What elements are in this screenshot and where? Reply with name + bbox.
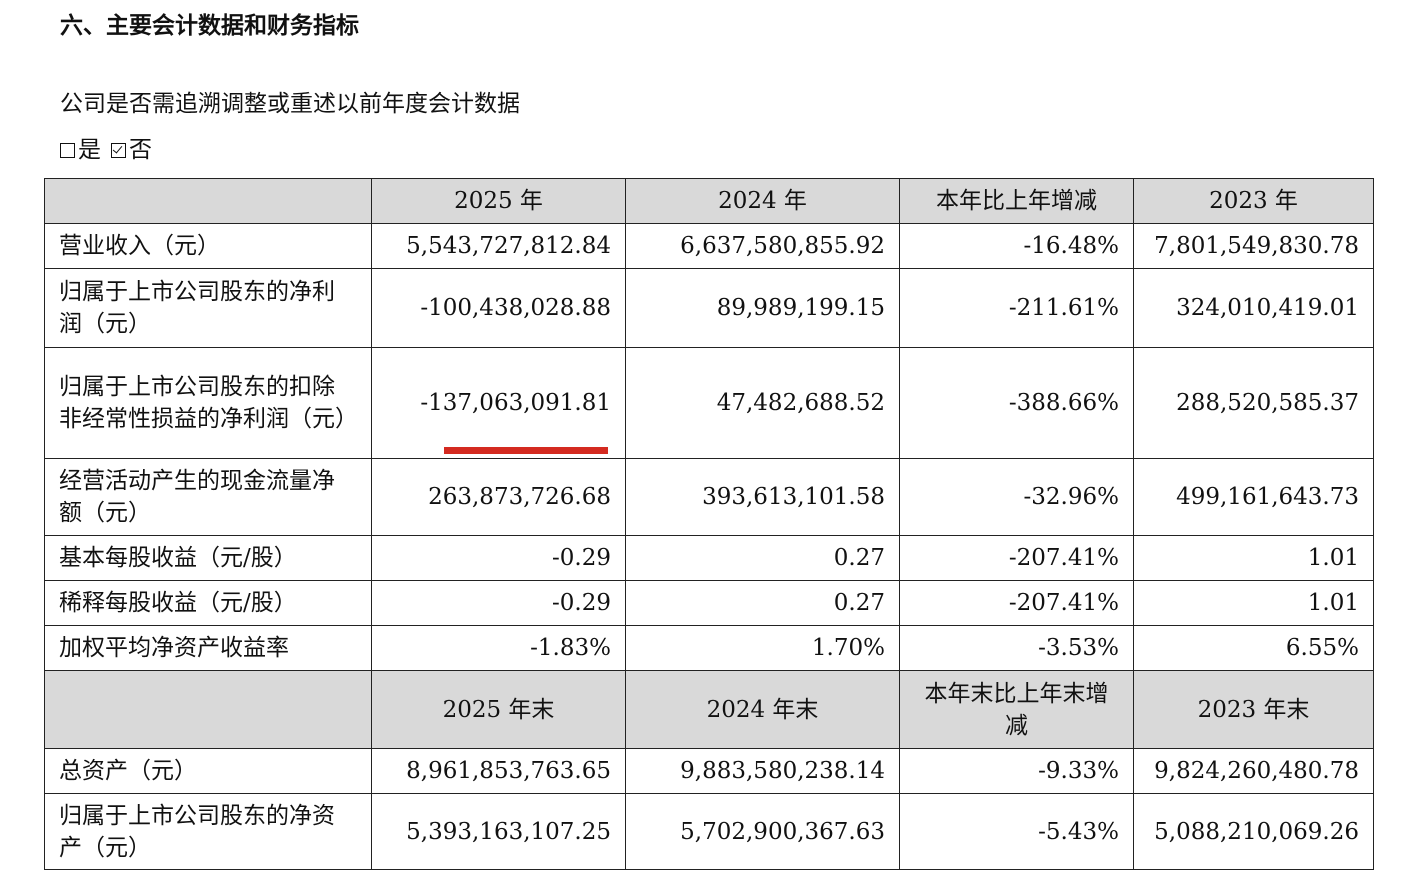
- header-cell: 2023 年末: [1133, 670, 1374, 749]
- table-row: 归属于上市公司股东的扣除非经常性损益的净利润（元） -137,063,091.8…: [44, 347, 1374, 459]
- value-cell: 9,883,580,238.14: [625, 748, 900, 794]
- value-cell: -207.41%: [899, 535, 1134, 581]
- value-cell: 5,088,210,069.26: [1133, 793, 1374, 870]
- row-label: 加权平均净资产收益率: [44, 625, 372, 671]
- table-row: 经营活动产生的现金流量净额（元） 263,873,726.68 393,613,…: [44, 458, 1374, 536]
- option-yes-label: 是: [78, 137, 101, 163]
- value-cell: -32.96%: [899, 458, 1134, 536]
- financial-data-table: 2025 年 2024 年 本年比上年增减 2023 年 营业收入（元） 5,5…: [44, 178, 1374, 870]
- table-row: 稀释每股收益（元/股） -0.29 0.27 -207.41% 1.01: [44, 580, 1374, 626]
- table-header-row: 2025 年末 2024 年末 本年末比上年末增减 2023 年末: [44, 670, 1374, 749]
- value-cell: -207.41%: [899, 580, 1134, 626]
- value-cell: -3.53%: [899, 625, 1134, 671]
- value-cell: -137,063,091.81: [371, 347, 626, 459]
- value-cell: -100,438,028.88: [371, 268, 626, 348]
- value-cell: 7,801,549,830.78: [1133, 223, 1374, 269]
- row-label: 总资产（元）: [44, 748, 372, 794]
- value-cell: 263,873,726.68: [371, 458, 626, 536]
- value-cell: -211.61%: [899, 268, 1134, 348]
- header-cell: 2024 年: [625, 178, 900, 224]
- header-cell: [44, 178, 372, 224]
- value-cell: 499,161,643.73: [1133, 458, 1374, 536]
- option-no-label: 否: [129, 137, 152, 163]
- table-row: 归属于上市公司股东的净利润（元） -100,438,028.88 89,989,…: [44, 268, 1374, 348]
- value-cell: 0.27: [625, 535, 900, 581]
- table-row: 归属于上市公司股东的净资产（元） 5,393,163,107.25 5,702,…: [44, 793, 1374, 870]
- header-cell: 2024 年末: [625, 670, 900, 749]
- value-cell: -16.48%: [899, 223, 1134, 269]
- table-row: 营业收入（元） 5,543,727,812.84 6,637,580,855.9…: [44, 223, 1374, 269]
- value-cell: 5,702,900,367.63: [625, 793, 900, 870]
- value-cell: 393,613,101.58: [625, 458, 900, 536]
- value-cell: 1.01: [1133, 580, 1374, 626]
- value-cell: -5.43%: [899, 793, 1134, 870]
- checkbox-checked-icon: [111, 143, 126, 158]
- table-row: 加权平均净资产收益率 -1.83% 1.70% -3.53% 6.55%: [44, 625, 1374, 671]
- value-cell: -388.66%: [899, 347, 1134, 459]
- row-label: 归属于上市公司股东的净利润（元）: [44, 268, 372, 348]
- table-row: 总资产（元） 8,961,853,763.65 9,883,580,238.14…: [44, 748, 1374, 794]
- value-cell: 1.01: [1133, 535, 1374, 581]
- row-label: 经营活动产生的现金流量净额（元）: [44, 458, 372, 536]
- header-cell: 2025 年末: [371, 670, 626, 749]
- value-cell: -9.33%: [899, 748, 1134, 794]
- row-label: 营业收入（元）: [44, 223, 372, 269]
- row-label: 归属于上市公司股东的净资产（元）: [44, 793, 372, 870]
- table-row: 基本每股收益（元/股） -0.29 0.27 -207.41% 1.01: [44, 535, 1374, 581]
- header-cell: 2025 年: [371, 178, 626, 224]
- value-cell: -1.83%: [371, 625, 626, 671]
- checkbox-unchecked-icon: [60, 143, 75, 158]
- value-cell: 5,543,727,812.84: [371, 223, 626, 269]
- value-cell: 6.55%: [1133, 625, 1374, 671]
- value-cell: 6,637,580,855.92: [625, 223, 900, 269]
- value-cell: 1.70%: [625, 625, 900, 671]
- row-label: 基本每股收益（元/股）: [44, 535, 372, 581]
- value-cell: 89,989,199.15: [625, 268, 900, 348]
- restatement-options: 是否: [60, 134, 162, 166]
- header-cell: [44, 670, 372, 749]
- restatement-question: 公司是否需追溯调整或重述以前年度会计数据: [60, 91, 520, 117]
- section-title: 六、主要会计数据和财务指标: [60, 13, 359, 39]
- header-cell: 2023 年: [1133, 178, 1374, 224]
- header-cell: 本年末比上年末增减: [899, 670, 1134, 749]
- row-label: 稀释每股收益（元/股）: [44, 580, 372, 626]
- value-cell: -0.29: [371, 580, 626, 626]
- option-yes[interactable]: 是: [60, 134, 101, 166]
- value-cell: 8,961,853,763.65: [371, 748, 626, 794]
- row-label: 归属于上市公司股东的扣除非经常性损益的净利润（元）: [44, 347, 372, 459]
- value-cell: 288,520,585.37: [1133, 347, 1374, 459]
- red-highlight-underline: [444, 447, 608, 454]
- value-cell: -0.29: [371, 535, 626, 581]
- header-cell: 本年比上年增减: [899, 178, 1134, 224]
- value-cell: 324,010,419.01: [1133, 268, 1374, 348]
- table-header-row: 2025 年 2024 年 本年比上年增减 2023 年: [44, 178, 1374, 224]
- value-cell: 9,824,260,480.78: [1133, 748, 1374, 794]
- value-cell: 5,393,163,107.25: [371, 793, 626, 870]
- value-cell: 47,482,688.52: [625, 347, 900, 459]
- option-no[interactable]: 否: [111, 134, 152, 166]
- value-cell: 0.27: [625, 580, 900, 626]
